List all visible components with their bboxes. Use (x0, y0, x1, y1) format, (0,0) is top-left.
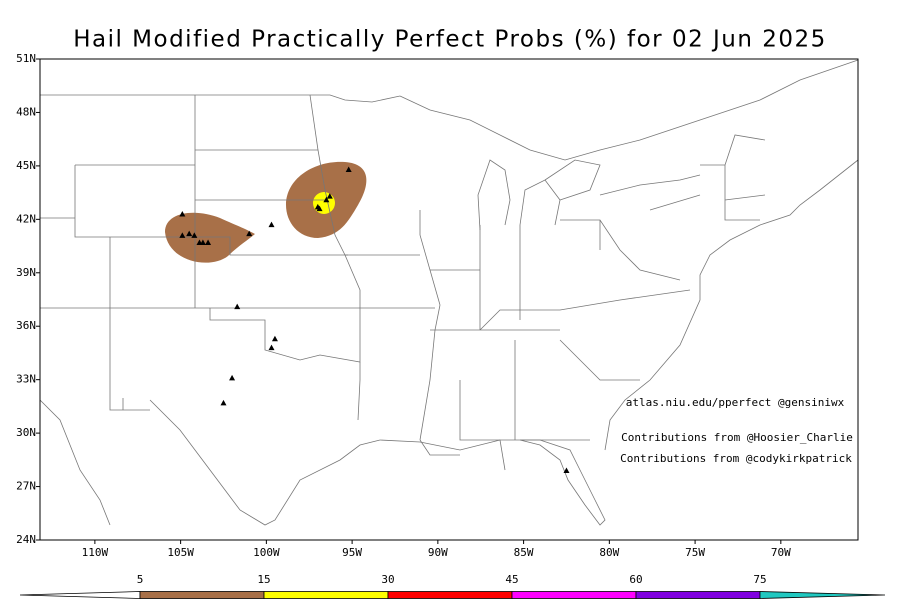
annotation: atlas.niu.edu/pperfect @gensiniwx (626, 396, 845, 409)
hail-report (563, 467, 570, 474)
annotation: Contributions from @Hoosier_Charlie (621, 431, 853, 444)
hail-report (179, 210, 186, 217)
y-tick-label: 30N (16, 426, 36, 439)
y-tick-label: 48N (16, 105, 36, 118)
colorbar-label: 45 (505, 573, 518, 586)
x-tick-label: 70W (771, 546, 791, 559)
boundaries (39, 59, 859, 526)
colorbar-label: 30 (381, 573, 394, 586)
hail-report (199, 239, 206, 245)
colorbar-label: 5 (137, 573, 144, 586)
x-tick-label: 85W (514, 546, 534, 559)
y-tick-label: 45N (16, 159, 36, 172)
x-tick-label: 100W (253, 546, 280, 559)
colorbar-label: 60 (629, 573, 642, 586)
colorbar-segment (139, 591, 265, 599)
hail-report (268, 221, 275, 228)
x-tick-label: 80W (599, 546, 619, 559)
x-tick-label: 90W (428, 546, 448, 559)
hail-report (229, 374, 236, 381)
colorbar-segment (19, 591, 141, 599)
y-tick-label: 27N (16, 480, 36, 493)
colorbar-label: 75 (753, 573, 766, 586)
hail-report (179, 232, 186, 238)
hail-report (246, 230, 253, 237)
colorbar-segment (387, 591, 513, 599)
colorbar-segment (263, 591, 389, 599)
map-frame (39, 58, 859, 541)
colorbar-segment (511, 591, 637, 599)
hail-report (191, 232, 198, 238)
y-tick-label: 39N (16, 266, 36, 279)
hail-report (234, 303, 241, 310)
colorbar-segment (759, 591, 886, 599)
y-tick-label: 42N (16, 212, 36, 225)
hail-report (326, 193, 333, 199)
hail-report (205, 239, 212, 245)
hail-report (323, 196, 330, 203)
x-tick-label: 95W (342, 546, 362, 559)
y-tick-label: 33N (16, 373, 36, 386)
hail-report (186, 230, 193, 237)
x-tick-label: 110W (82, 546, 109, 559)
map-title: Hail Modified Practically Perfect Probs … (73, 27, 827, 53)
hail-report (271, 335, 278, 342)
y-tick-label: 24N (16, 533, 36, 546)
x-tick-label: 105W (167, 546, 194, 559)
annotation: Contributions from @codykirkpatrick (620, 452, 852, 465)
hail-report (345, 166, 352, 172)
colorbar-label: 15 (257, 573, 270, 586)
prob-area (165, 212, 255, 263)
prob-area (313, 192, 335, 214)
y-tick-label: 51N (16, 52, 36, 65)
colorbar-segment (635, 591, 761, 599)
hail-report (268, 344, 275, 351)
x-tick-label: 75W (685, 546, 705, 559)
hail-report (220, 399, 227, 406)
y-tick-label: 36N (16, 319, 36, 332)
hail-report (316, 205, 323, 212)
